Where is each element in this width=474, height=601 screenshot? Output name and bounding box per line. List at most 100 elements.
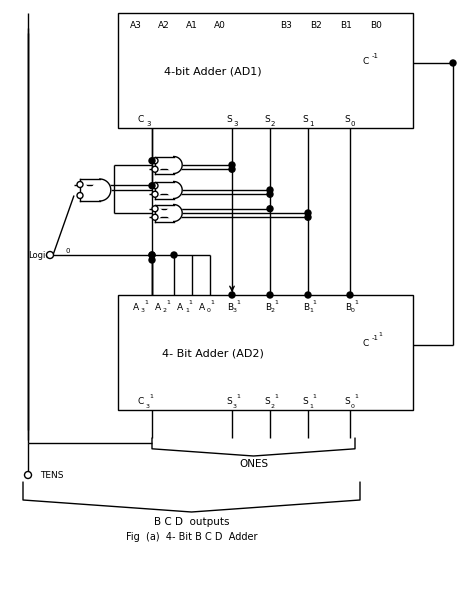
- Text: 0: 0: [207, 308, 211, 314]
- Circle shape: [152, 191, 158, 197]
- Text: 1: 1: [312, 300, 316, 305]
- Text: 2: 2: [271, 403, 275, 409]
- Text: 1: 1: [312, 394, 316, 398]
- Text: A0: A0: [214, 20, 226, 29]
- Circle shape: [267, 187, 273, 193]
- Circle shape: [25, 472, 31, 478]
- Text: 1: 1: [236, 300, 240, 305]
- Text: -1: -1: [372, 53, 379, 59]
- Text: A: A: [133, 302, 139, 311]
- Text: B: B: [303, 302, 309, 311]
- Bar: [118, 13, 413, 128]
- Text: Fig  (a)  4- Bit B C D  Adder: Fig (a) 4- Bit B C D Adder: [126, 532, 257, 542]
- Polygon shape: [155, 204, 182, 222]
- Text: A3: A3: [130, 20, 142, 29]
- Text: 1: 1: [309, 403, 313, 409]
- Text: B C D  outputs: B C D outputs: [154, 517, 229, 527]
- Text: S: S: [344, 115, 350, 123]
- Text: 3: 3: [146, 121, 151, 127]
- Text: 1: 1: [149, 394, 153, 398]
- Circle shape: [149, 252, 155, 258]
- Text: C: C: [363, 338, 369, 347]
- Circle shape: [152, 166, 158, 172]
- Text: ONES: ONES: [239, 459, 268, 469]
- Text: B1: B1: [340, 20, 352, 29]
- Text: C: C: [363, 56, 369, 66]
- Text: TENS: TENS: [40, 471, 64, 480]
- Circle shape: [347, 292, 353, 298]
- Text: 1: 1: [354, 394, 358, 398]
- Text: 2: 2: [271, 308, 275, 314]
- Circle shape: [267, 206, 273, 212]
- Text: A2: A2: [158, 20, 170, 29]
- Text: C: C: [138, 115, 144, 123]
- Circle shape: [152, 157, 158, 163]
- Text: S: S: [226, 115, 232, 123]
- Text: B2: B2: [310, 20, 322, 29]
- Text: B: B: [345, 302, 351, 311]
- Text: 3: 3: [141, 308, 145, 314]
- Text: S: S: [264, 115, 270, 123]
- Text: 2: 2: [271, 121, 275, 127]
- Text: B3: B3: [280, 20, 292, 29]
- Text: 3: 3: [233, 121, 237, 127]
- Text: S: S: [302, 115, 308, 123]
- Circle shape: [149, 183, 155, 189]
- Text: A: A: [155, 302, 161, 311]
- Text: 1: 1: [309, 308, 313, 314]
- Polygon shape: [80, 179, 111, 201]
- Text: 1: 1: [210, 300, 214, 305]
- Text: A1: A1: [186, 20, 198, 29]
- Text: 1: 1: [185, 308, 189, 314]
- Text: B: B: [265, 302, 271, 311]
- Text: A: A: [199, 302, 205, 311]
- Circle shape: [152, 183, 158, 189]
- Text: 3: 3: [233, 403, 237, 409]
- Text: 1: 1: [309, 121, 313, 127]
- Polygon shape: [155, 182, 182, 198]
- Circle shape: [152, 206, 158, 212]
- Text: Logic: Logic: [28, 251, 50, 260]
- Text: A: A: [177, 302, 183, 311]
- Text: 1: 1: [236, 394, 240, 398]
- Circle shape: [149, 257, 155, 263]
- Text: 4- Bit Adder (AD2): 4- Bit Adder (AD2): [162, 348, 264, 358]
- Circle shape: [305, 210, 311, 216]
- Text: C: C: [138, 397, 144, 406]
- Circle shape: [305, 292, 311, 298]
- Text: 1: 1: [274, 300, 278, 305]
- Text: 0: 0: [66, 248, 71, 254]
- Circle shape: [77, 192, 83, 198]
- Circle shape: [229, 292, 235, 298]
- Circle shape: [229, 162, 235, 168]
- Text: 2: 2: [163, 308, 167, 314]
- Text: 1: 1: [188, 300, 192, 305]
- Bar: [118, 295, 413, 410]
- Circle shape: [305, 214, 311, 220]
- Text: 1: 1: [274, 394, 278, 398]
- Text: 0: 0: [351, 121, 356, 127]
- Circle shape: [267, 292, 273, 298]
- Text: S: S: [302, 397, 308, 406]
- Circle shape: [77, 182, 83, 188]
- Text: B0: B0: [370, 20, 382, 29]
- Circle shape: [152, 214, 158, 220]
- Text: S: S: [264, 397, 270, 406]
- Text: S: S: [226, 397, 232, 406]
- Circle shape: [46, 251, 54, 258]
- Circle shape: [149, 157, 155, 163]
- Circle shape: [229, 166, 235, 172]
- Text: 4-bit Adder (AD1): 4-bit Adder (AD1): [164, 66, 262, 76]
- Text: B: B: [227, 302, 233, 311]
- Text: S: S: [344, 397, 350, 406]
- Circle shape: [149, 252, 155, 258]
- Text: 0: 0: [351, 403, 355, 409]
- Text: 0: 0: [351, 308, 355, 314]
- Text: 1: 1: [144, 300, 148, 305]
- Text: 3: 3: [146, 403, 150, 409]
- Circle shape: [171, 252, 177, 258]
- Circle shape: [450, 60, 456, 66]
- Polygon shape: [155, 156, 182, 174]
- Circle shape: [267, 191, 273, 197]
- Text: 1: 1: [166, 300, 170, 305]
